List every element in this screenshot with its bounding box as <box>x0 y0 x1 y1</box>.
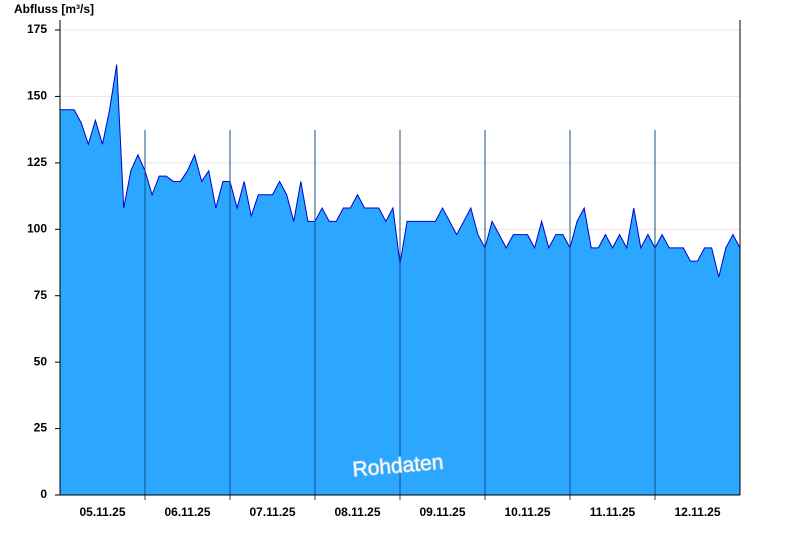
y-tick-label: 125 <box>27 155 47 169</box>
watermark: Rohdaten <box>352 451 445 482</box>
y-tick-label: 0 <box>40 487 47 501</box>
y-tick-label: 75 <box>34 288 48 302</box>
y-tick-label: 50 <box>34 354 48 368</box>
x-tick-label: 11.11.25 <box>590 505 636 519</box>
y-axis-title: Abfluss [m³/s] <box>14 2 94 16</box>
y-tick-label: 150 <box>27 89 47 103</box>
x-tick-label: 12.11.25 <box>674 505 720 519</box>
x-tick-label: 09.11.25 <box>419 505 465 519</box>
x-tick-label: 05.11.25 <box>79 505 125 519</box>
x-tick-label: 08.11.25 <box>334 505 380 519</box>
y-tick-label: 25 <box>34 421 48 435</box>
x-tick-label: 10.11.25 <box>504 505 550 519</box>
x-tick-label: 06.11.25 <box>164 505 210 519</box>
y-tick-label: 175 <box>27 22 47 36</box>
y-tick-label: 100 <box>27 221 47 235</box>
x-tick-label: 07.11.25 <box>249 505 295 519</box>
